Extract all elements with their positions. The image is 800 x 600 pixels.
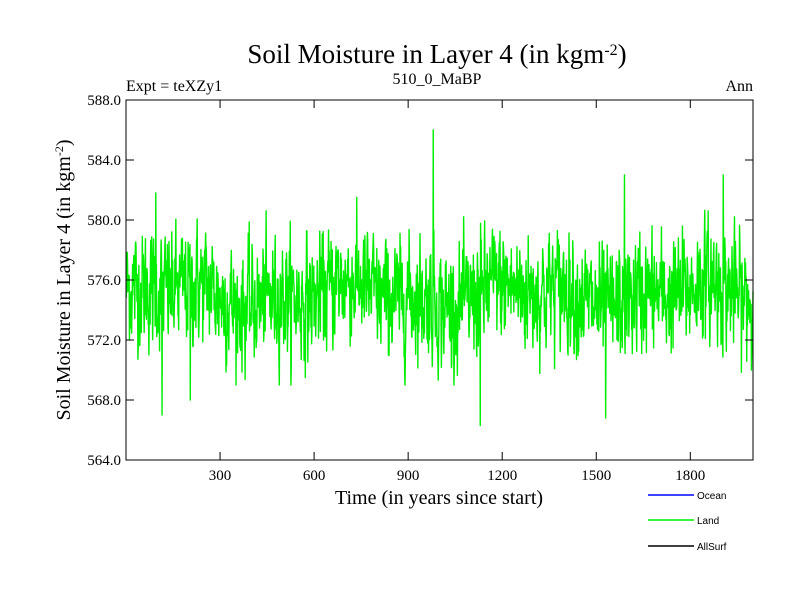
x-tick-label: 300 xyxy=(209,468,232,484)
x-tick-label: 1200 xyxy=(487,468,517,484)
legend: Ocean Land AllSurf xyxy=(648,491,727,553)
y-tick-label: 576.0 xyxy=(87,273,121,289)
x-tick-label: 600 xyxy=(303,468,326,484)
subtitle-center: 510_0_MaBP xyxy=(393,71,482,88)
x-axis-ticks: 300 600 900 1200 1500 1800 xyxy=(209,100,705,484)
x-axis-label: Time (in years since start) xyxy=(335,487,543,509)
y-tick-label: 572.0 xyxy=(87,333,121,349)
y-tick-label: 564.0 xyxy=(87,453,121,469)
y-axis-ticks: 564.0 568.0 572.0 576.0 580.0 584.0 588.0 xyxy=(87,93,753,469)
series-group xyxy=(125,129,754,427)
y-tick-label: 580.0 xyxy=(87,213,121,229)
legend-label-land: Land xyxy=(697,516,719,527)
legend-label-allsurf: AllSurf xyxy=(697,542,727,553)
x-tick-label: 1800 xyxy=(675,468,705,484)
x-tick-label: 900 xyxy=(397,468,420,484)
y-tick-label: 584.0 xyxy=(87,153,121,169)
legend-label-ocean: Ocean xyxy=(697,491,726,502)
chart-title: Soil Moisture in Layer 4 (in kgm-2) xyxy=(247,39,626,69)
subtitle-right: Ann xyxy=(725,78,753,95)
y-tick-label: 568.0 xyxy=(87,393,121,409)
y-tick-label: 588.0 xyxy=(87,93,121,109)
x-tick-label: 1500 xyxy=(581,468,611,484)
subtitle-left: Expt = teXZy1 xyxy=(126,78,222,95)
y-axis-label: Soil Moisture in Layer 4 (in kgm-2) xyxy=(52,139,75,420)
series-line-land xyxy=(125,129,754,427)
